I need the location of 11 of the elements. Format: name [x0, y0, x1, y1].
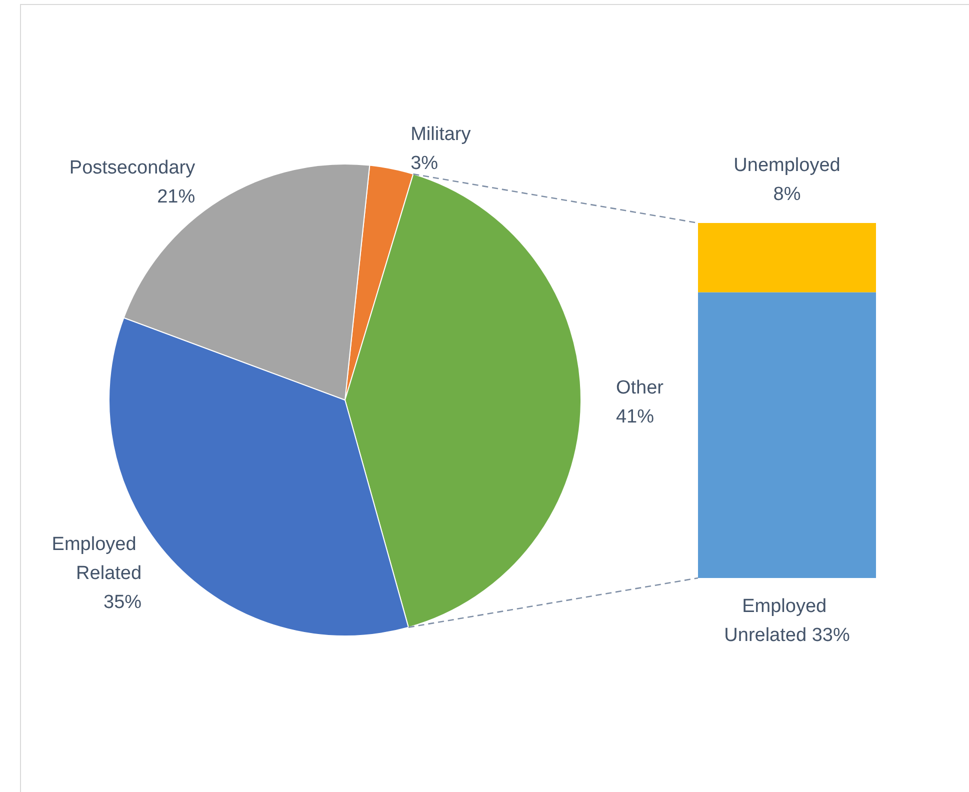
- slice-label: Military: [410, 124, 472, 146]
- data-label: 21%: [157, 186, 196, 208]
- slice-label: Other: [616, 378, 664, 399]
- slice-label: Employed Related: [52, 534, 142, 584]
- text: Employed Unrelated 33%: [724, 596, 850, 646]
- data-label: 3%: [410, 153, 438, 174]
- text: Unemployed: [734, 155, 840, 176]
- slice-label: Postsecondary: [69, 157, 196, 178]
- data-label: 41%: [616, 406, 654, 428]
- data-label: 8%: [773, 184, 801, 205]
- data-label: 35%: [104, 592, 142, 613]
